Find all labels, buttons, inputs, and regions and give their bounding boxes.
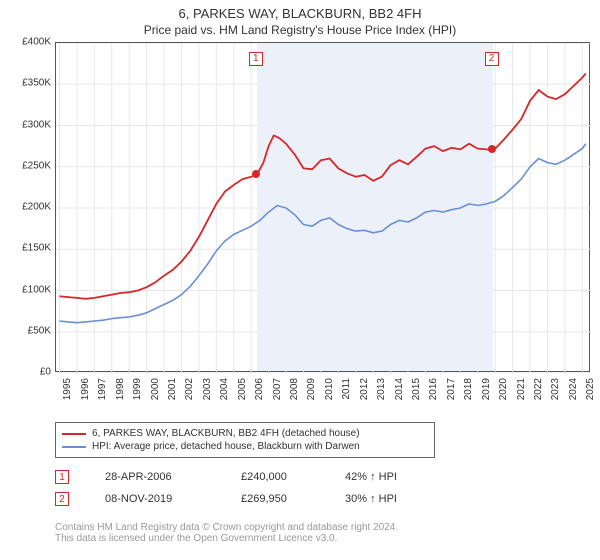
x-tick-label: 2017: [446, 378, 457, 400]
x-tick-label: 2001: [167, 378, 178, 400]
x-tick-label: 2016: [428, 378, 439, 400]
y-tick-label: £100K: [3, 284, 51, 295]
x-tick-label: 2019: [481, 378, 492, 400]
y-tick-label: £150K: [3, 243, 51, 254]
y-tick-label: £250K: [3, 160, 51, 171]
y-tick-label: £400K: [3, 37, 51, 48]
x-tick-label: 2011: [341, 378, 352, 400]
x-tick-label: 1996: [80, 378, 91, 400]
y-tick-label: £350K: [3, 78, 51, 89]
legend-label: 6, PARKES WAY, BLACKBURN, BB2 4FH (detac…: [92, 428, 360, 439]
sale-marker: [252, 170, 260, 178]
plot-area: [55, 42, 590, 372]
x-tick-label: 2024: [568, 378, 579, 400]
x-tick-label: 1998: [115, 378, 126, 400]
legend-swatch: [62, 433, 86, 435]
sale-marker: [488, 145, 496, 153]
x-tick-label: 2023: [550, 378, 561, 400]
footer-line-1: Contains HM Land Registry data © Crown c…: [55, 522, 398, 533]
x-tick-label: 2013: [376, 378, 387, 400]
x-tick-label: 2014: [394, 378, 405, 400]
x-tick-label: 2010: [324, 378, 335, 400]
x-tick-label: 2003: [202, 378, 213, 400]
sale-date: 08-NOV-2019: [105, 493, 205, 505]
sale-row-badge: 1: [55, 470, 69, 484]
legend-label: HPI: Average price, detached house, Blac…: [92, 441, 360, 452]
x-tick-label: 2018: [463, 378, 474, 400]
chart-container: 6, PARKES WAY, BLACKBURN, BB2 4FH Price …: [0, 0, 600, 560]
sale-badge: 1: [249, 52, 263, 66]
sale-badge: 2: [485, 52, 499, 66]
sale-pct: 42% ↑ HPI: [345, 471, 405, 483]
x-tick-label: 2002: [184, 378, 195, 400]
x-tick-label: 2008: [289, 378, 300, 400]
x-tick-label: 2000: [150, 378, 161, 400]
x-tick-label: 2025: [585, 378, 596, 400]
x-tick-label: 2020: [498, 378, 509, 400]
x-tick-label: 2005: [237, 378, 248, 400]
y-tick-label: £0: [3, 367, 51, 378]
x-tick-label: 2006: [254, 378, 265, 400]
x-tick-label: 1997: [97, 378, 108, 400]
legend-item: HPI: Average price, detached house, Blac…: [62, 440, 428, 453]
series-line: [60, 144, 586, 323]
sale-pct: 30% ↑ HPI: [345, 493, 405, 505]
y-tick-label: £50K: [3, 325, 51, 336]
sale-price: £269,950: [241, 493, 309, 505]
x-tick-label: 1995: [62, 378, 73, 400]
footer-line-2: This data is licensed under the Open Gov…: [55, 533, 398, 544]
sale-row-badge: 2: [55, 492, 69, 506]
sale-row: 1 28-APR-2006 £240,000 42% ↑ HPI: [55, 470, 405, 484]
y-tick-label: £300K: [3, 119, 51, 130]
x-tick-label: 2022: [533, 378, 544, 400]
x-tick-label: 2007: [272, 378, 283, 400]
x-tick-label: 2012: [359, 378, 370, 400]
sale-row: 2 08-NOV-2019 £269,950 30% ↑ HPI: [55, 492, 405, 506]
series-lines: [56, 43, 591, 373]
chart-title: 6, PARKES WAY, BLACKBURN, BB2 4FH: [0, 0, 600, 21]
legend: 6, PARKES WAY, BLACKBURN, BB2 4FH (detac…: [55, 422, 435, 458]
x-tick-label: 1999: [132, 378, 143, 400]
x-tick-label: 2021: [516, 378, 527, 400]
chart-subtitle: Price paid vs. HM Land Registry's House …: [0, 21, 600, 39]
legend-swatch: [62, 446, 86, 448]
x-tick-label: 2004: [219, 378, 230, 400]
x-tick-label: 2015: [411, 378, 422, 400]
series-line: [60, 74, 586, 299]
footer-text: Contains HM Land Registry data © Crown c…: [55, 522, 398, 544]
legend-item: 6, PARKES WAY, BLACKBURN, BB2 4FH (detac…: [62, 427, 428, 440]
x-tick-label: 2009: [306, 378, 317, 400]
y-tick-label: £200K: [3, 202, 51, 213]
sale-price: £240,000: [241, 471, 309, 483]
sale-date: 28-APR-2006: [105, 471, 205, 483]
